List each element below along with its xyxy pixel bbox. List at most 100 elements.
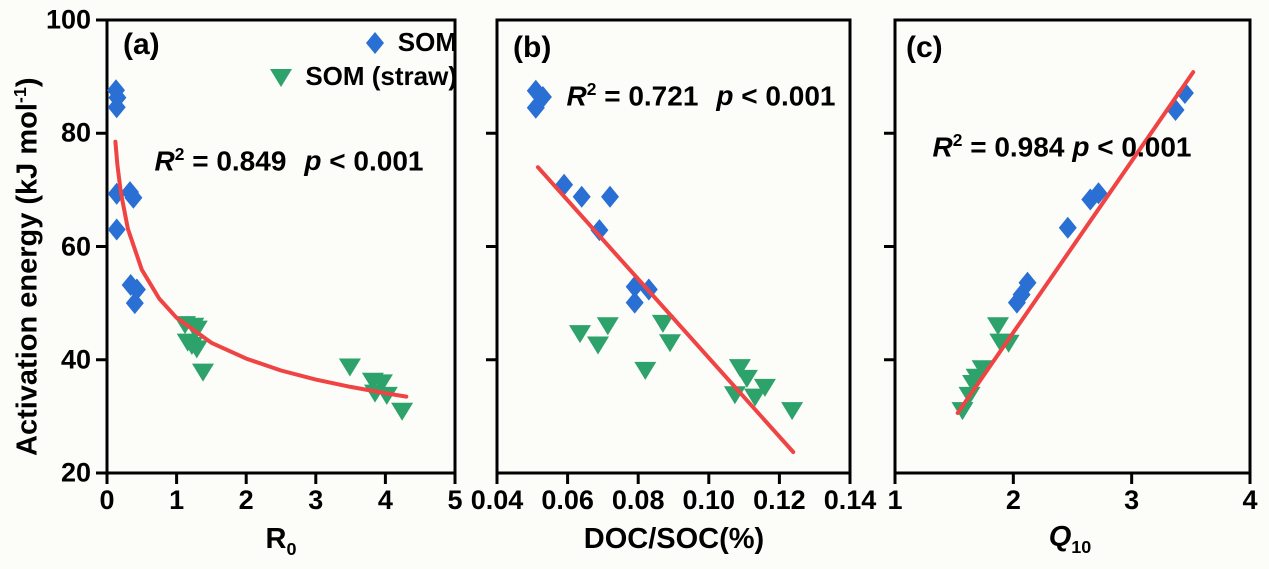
som-point — [107, 218, 126, 241]
x-tick-label: 2 — [1005, 485, 1021, 515]
x-axis-title-text: DOC/SOC(%) — [583, 523, 765, 555]
som-point — [625, 291, 644, 314]
som-straw-point — [391, 402, 414, 421]
y-tick-label: 60 — [60, 231, 91, 261]
som-straw-point — [987, 317, 1009, 336]
x-tick-label: 0.06 — [541, 485, 594, 515]
som-straw-point — [753, 378, 776, 397]
x-tick-label: 2 — [238, 485, 254, 515]
x-tick-label: 4 — [1242, 485, 1258, 515]
y-tick-label: 80 — [60, 117, 91, 148]
som-point — [107, 96, 126, 119]
x-axis-title-subscript: 0 — [286, 538, 297, 559]
y-tick-label: 20 — [60, 457, 91, 488]
som-straw-point — [192, 363, 214, 382]
r-squared-symbol: R — [566, 80, 587, 112]
x-tick-label: 0 — [99, 485, 115, 515]
triangle-down-icon — [270, 68, 293, 87]
x-axis-title-subscript: 10 — [1071, 536, 1092, 557]
x-tick-label: 1 — [887, 485, 903, 515]
legend: SOM SOM (straw) — [269, 27, 457, 92]
x-tick-label: 3 — [308, 485, 324, 515]
r-squared-exponent: 2 — [586, 79, 597, 99]
som-point — [124, 186, 143, 209]
x-axis-title-text: R — [265, 523, 287, 555]
som-point — [572, 185, 591, 208]
som-point — [1007, 291, 1026, 314]
x-tick-label: 0.10 — [682, 485, 736, 515]
panel-letter-b: (b) — [513, 31, 552, 64]
stats-annotation-c: R2 = 0.984 p < 0.001 — [933, 130, 1192, 163]
som-straw-point — [185, 320, 208, 339]
som-point — [125, 292, 144, 315]
som-straw-point — [735, 369, 758, 388]
som-point — [590, 219, 609, 242]
p-value: < 0.001 — [741, 80, 836, 112]
panel-letter-a: (a) — [123, 28, 160, 61]
stats-annotation-b: R2 = 0.721 p < 0.001 — [567, 79, 836, 112]
som-straw-point — [634, 361, 657, 380]
som-straw-point — [185, 340, 208, 359]
som-straw-point — [997, 334, 1020, 353]
p-symbol: p — [304, 145, 322, 177]
som-straw-point — [587, 336, 609, 355]
r-squared-exponent: 2 — [174, 144, 185, 164]
y-tick-label: 100 — [45, 4, 91, 35]
fit-curve-a — [113, 139, 409, 399]
p-value: < 0.001 — [1097, 131, 1192, 163]
x-tick-label: 0.04 — [470, 485, 524, 515]
p-symbol: p — [1072, 131, 1090, 163]
x-axis-title-a: R0 — [266, 523, 297, 560]
p-symbol: p — [716, 80, 734, 112]
r-squared-symbol: R — [154, 145, 175, 177]
som-straw-point — [659, 334, 681, 353]
som-point — [526, 96, 545, 119]
panel-letter-c: (c) — [906, 31, 943, 64]
x-tick-label: 5 — [447, 485, 463, 515]
r-squared-symbol: R — [932, 131, 953, 163]
r-squared-value: = 0.721 — [604, 80, 699, 112]
som-straw-point — [728, 359, 751, 378]
som-straw-point — [596, 317, 619, 336]
y-axis-label: Activation energy (kJ mol-1) — [10, 77, 45, 456]
p-value: < 0.001 — [329, 145, 424, 177]
r-squared-value: = 0.849 — [192, 145, 287, 177]
som-straw-point — [569, 325, 591, 344]
som-point — [601, 185, 619, 208]
y-axis-label-superscript: -1 — [10, 87, 30, 104]
x-tick-label: 3 — [1124, 485, 1140, 515]
som-point — [555, 173, 574, 196]
som-point — [127, 278, 146, 301]
x-tick-label: 4 — [377, 485, 393, 515]
som-straw-point — [744, 388, 766, 407]
legend-item-som: SOM — [364, 27, 457, 58]
fit-line-c — [955, 70, 1196, 415]
stats-annotation-a: R2 = 0.849 p < 0.001 — [155, 144, 424, 177]
y-tick-label: 40 — [60, 344, 91, 375]
legend-item-som-straw: SOM (straw) — [269, 61, 457, 92]
x-tick-label: 0.08 — [611, 485, 665, 515]
y-axis-label-close: ) — [11, 77, 44, 88]
som-straw-point — [781, 402, 804, 421]
x-axis-title-b: DOC/SOC(%) — [584, 523, 764, 560]
som-straw-point — [370, 374, 393, 393]
x-tick-label: 0.12 — [753, 485, 806, 515]
r-squared-value: = 0.984 — [970, 131, 1065, 163]
x-axis-title-c: Q10 — [1049, 521, 1092, 558]
x-tick-label: 0.14 — [823, 485, 877, 515]
som-straw-point — [651, 314, 674, 333]
r-squared-exponent: 2 — [952, 130, 963, 150]
diamond-icon — [365, 31, 384, 54]
y-axis-label-text: Activation energy (kJ mol — [11, 103, 44, 456]
legend-label-som-straw: SOM (straw) — [305, 61, 457, 91]
som-straw-point — [338, 358, 361, 377]
x-axis-title-text: Q — [1048, 521, 1072, 553]
som-straw-point — [951, 402, 974, 421]
fit-line-b — [535, 165, 796, 454]
x-tick-label: 1 — [169, 485, 185, 515]
som-point — [1081, 188, 1100, 211]
legend-label-som: SOM — [397, 27, 457, 57]
som-point — [1058, 216, 1077, 239]
